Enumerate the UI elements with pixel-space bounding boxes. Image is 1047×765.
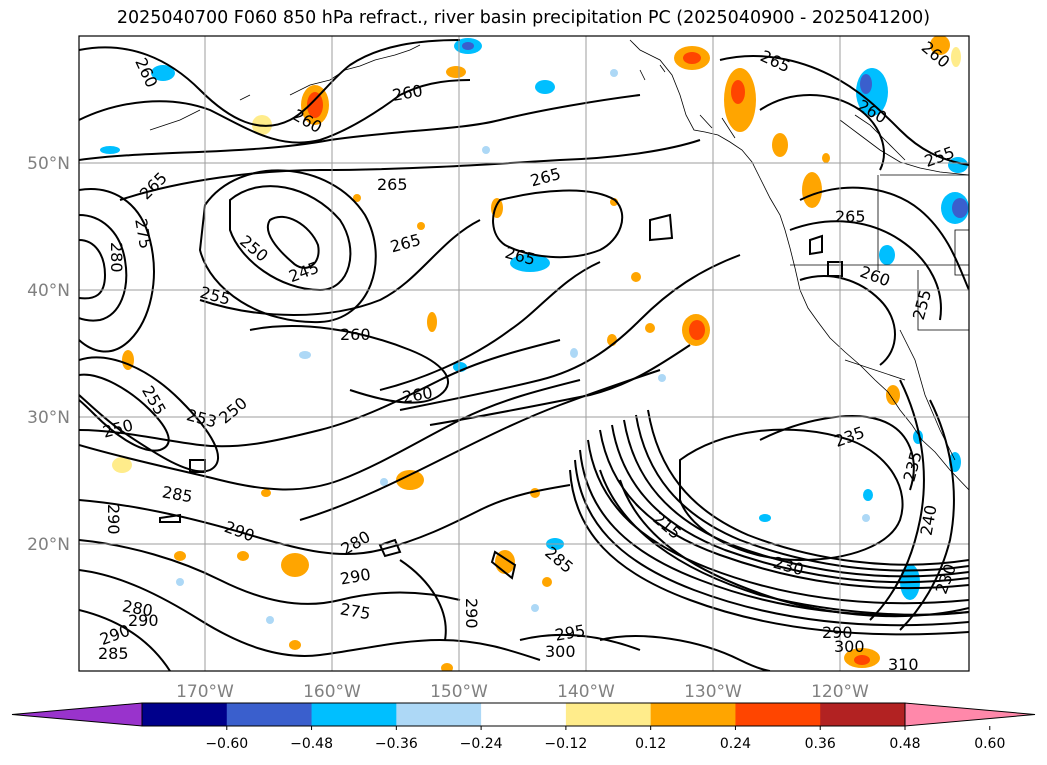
colorbar-bin [735, 703, 821, 726]
contour-label: 300 [545, 642, 576, 661]
contour-label: 290 [128, 611, 159, 630]
plot-area [79, 36, 969, 671]
contour-label: 280 [107, 242, 126, 273]
longitude-labels: 170°W 160°W 150°W 140°W 130°W 120°W [176, 682, 869, 702]
colorbar-extend-low [11, 702, 143, 727]
lon-label: 170°W [176, 682, 234, 702]
lon-label: 120°W [811, 682, 869, 702]
contour-label: 290 [822, 623, 853, 642]
colorbar-tick-label: −0.12 [544, 736, 587, 752]
colorbar-tick-label: 0.12 [635, 736, 666, 752]
colorbar-bin [226, 703, 313, 726]
lon-label: 130°W [684, 682, 742, 702]
colorbar-bin [820, 703, 906, 726]
contour-label: 290 [104, 504, 123, 535]
colorbar-tick-label: −0.24 [460, 736, 503, 752]
map-title: 2025040700 F060 850 hPa refract., river … [116, 8, 931, 28]
lon-label: 160°W [303, 682, 361, 702]
colorbar-tick-label: 0.36 [805, 736, 836, 752]
colorbar-tick-label: 0.48 [889, 736, 920, 752]
latitude-labels: 50°N 40°N 30°N 20°N [27, 154, 70, 555]
lat-label: 50°N [27, 154, 70, 174]
colorbar-tick-label: −0.48 [290, 736, 333, 752]
lat-label: 40°N [27, 281, 70, 301]
lon-label: 140°W [557, 682, 615, 702]
colorbar-tick-label: 0.24 [720, 736, 751, 752]
contour-label: 290 [462, 598, 481, 629]
colorbar-bin [142, 703, 228, 726]
graticule [79, 36, 969, 671]
colorbar-tick-label: 0.60 [974, 736, 1005, 752]
lon-label: 150°W [430, 682, 488, 702]
colorbar-bin [396, 703, 482, 726]
contour-label: 265 [835, 207, 866, 226]
colorbar-bin [565, 703, 652, 726]
contour-label: 310 [888, 655, 919, 674]
contour-label: 265 [377, 175, 408, 194]
colorbar-tick-label: −0.60 [205, 736, 248, 752]
contour-label: 285 [98, 644, 129, 663]
colorbar-extend-high [904, 702, 1036, 727]
plot-frame [78, 35, 970, 672]
refractivity-contours [79, 39, 969, 671]
contour-label: 260 [340, 325, 371, 344]
colorbar-bin [481, 703, 567, 726]
colorbar-bin [311, 703, 397, 726]
contour-label: 300 [834, 637, 865, 656]
colorbar-bin [650, 703, 736, 726]
lat-label: 30°N [27, 408, 70, 428]
colorbar-tick-label: −0.36 [375, 736, 418, 752]
colorbar-frame [141, 702, 906, 727]
colorbar: −0.60 −0.48 −0.36 −0.24 −0.12 0.12 0.24 0.36 0.4… [11, 702, 1036, 752]
lat-label: 20°N [27, 535, 70, 555]
